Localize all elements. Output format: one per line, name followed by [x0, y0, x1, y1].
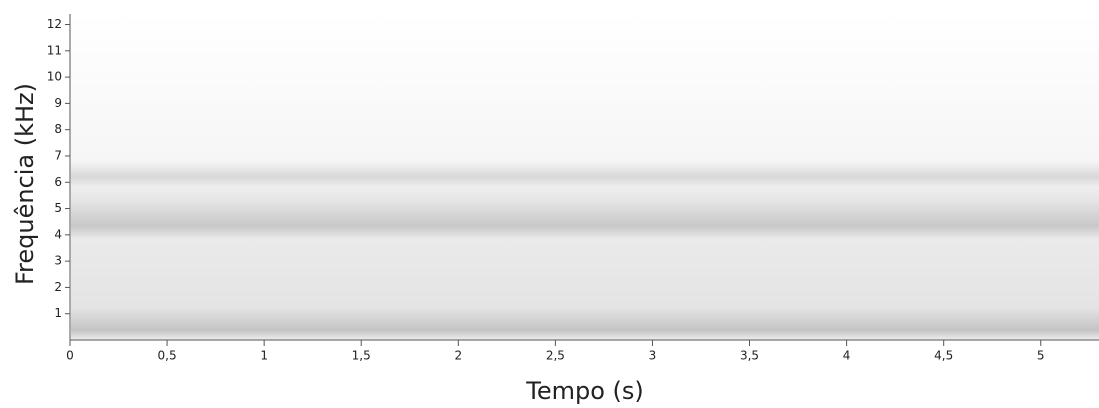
- x-tick-label: 4: [843, 349, 851, 363]
- y-tick-label: 12: [47, 17, 62, 31]
- x-tick-label: 2: [454, 349, 462, 363]
- y-tick-label: 2: [54, 280, 62, 294]
- y-tick-label: 1: [54, 306, 62, 320]
- y-tick-label: 9: [54, 96, 62, 110]
- x-tick-label: 1,5: [352, 349, 371, 363]
- x-tick-label: 0: [66, 349, 74, 363]
- y-tick-label: 4: [54, 227, 62, 241]
- y-tick-label: 11: [47, 43, 62, 57]
- y-tick-label: 7: [54, 148, 62, 162]
- spectrogram-image: [71, 14, 1099, 340]
- x-axis-title: Tempo (s): [525, 377, 644, 405]
- y-tick-label: 8: [54, 122, 62, 136]
- y-tick-label: 10: [47, 70, 62, 84]
- y-tick-label: 5: [54, 201, 62, 215]
- x-tick-label: 5: [1037, 349, 1045, 363]
- x-tick-label: 3,5: [740, 349, 759, 363]
- y-tick-label: 3: [54, 254, 62, 268]
- x-tick-label: 1: [260, 349, 268, 363]
- x-tick-label: 2,5: [546, 349, 565, 363]
- x-tick-label: 0,5: [158, 349, 177, 363]
- x-tick-label: 3: [649, 349, 657, 363]
- y-axis-title: Frequência (kHz): [11, 83, 39, 285]
- y-tick-label: 6: [54, 175, 62, 189]
- x-tick-label: 4,5: [934, 349, 953, 363]
